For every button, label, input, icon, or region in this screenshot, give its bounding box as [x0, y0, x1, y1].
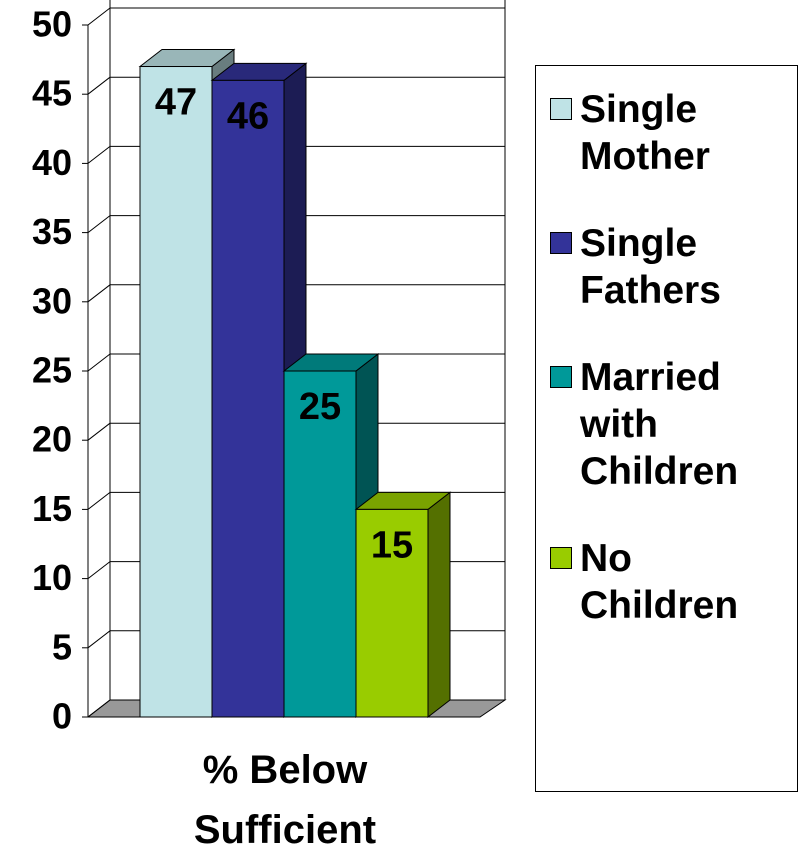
legend-label: No Children [580, 537, 739, 627]
y-tick-label: 5 [52, 626, 72, 667]
legend: Single Mother Single Fathers Married with … [535, 65, 798, 792]
legend-swatch [550, 98, 572, 120]
legend-label: Single Fathers [580, 222, 721, 312]
y-tick-label: 45 [32, 73, 72, 114]
grid-line [87, 215, 111, 233]
y-tick-label: 0 [52, 696, 72, 737]
bar [139, 66, 213, 718]
bar-side [427, 491, 451, 719]
legend-swatch [550, 366, 572, 388]
y-tick-label: 10 [32, 557, 72, 598]
grid-line [87, 422, 111, 441]
y-tick-label: 35 [32, 211, 72, 252]
grid-line [87, 7, 111, 26]
y-tick-label: 25 [32, 350, 72, 391]
bar [211, 79, 285, 718]
data-label: 46 [227, 95, 269, 137]
grid-line [87, 76, 111, 95]
grid-line [87, 284, 111, 303]
y-tick-label: 50 [32, 4, 72, 45]
grid-line [87, 561, 111, 579]
data-label: 25 [299, 386, 341, 428]
y-tick-label: 20 [32, 419, 72, 460]
legend-entry: Single Fathers [550, 220, 797, 314]
legend-entry: Single Mother [550, 86, 797, 180]
grid-line [87, 353, 111, 372]
legend-swatch [550, 547, 572, 569]
legend-entry: Married with Children [550, 354, 797, 495]
grid-line [87, 630, 111, 649]
grid-line [87, 492, 111, 510]
grid-line [87, 699, 111, 718]
legend-swatch [550, 232, 572, 254]
y-tick-label: 40 [32, 142, 72, 183]
data-label: 15 [371, 524, 413, 566]
legend-label: Single Mother [580, 88, 710, 178]
bar [355, 508, 429, 718]
y-tick-label: 30 [32, 280, 72, 321]
legend-entry: No Children [550, 535, 797, 629]
grid-line [87, 146, 111, 164]
y-tick-label: 15 [32, 488, 72, 529]
category-label: % Below Sufficient [193, 748, 377, 852]
data-label: 47 [155, 82, 197, 124]
legend-label: Married with Children [580, 356, 739, 493]
